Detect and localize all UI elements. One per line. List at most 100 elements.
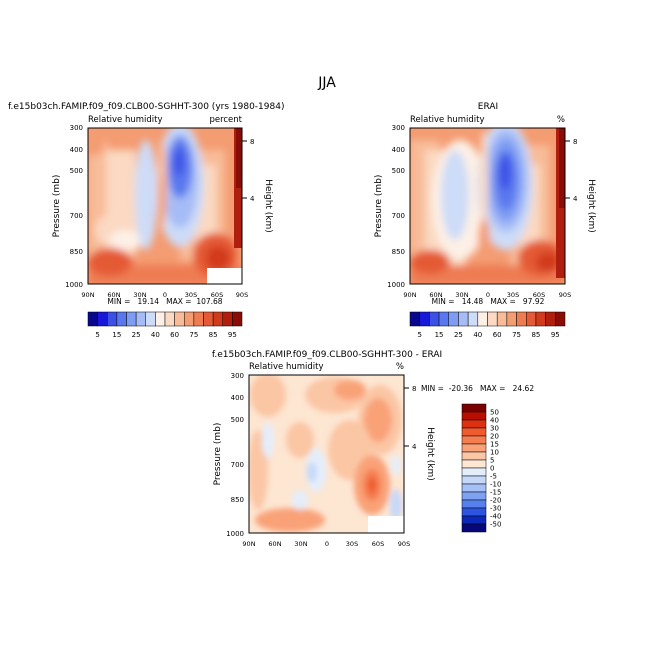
panel-erai-field [410, 128, 565, 284]
colorbar-swatch [126, 311, 137, 327]
panel-erai-title: ERAI [478, 102, 498, 112]
panel-diff-x-ticks: 90N 60N 30N 0 30S 60S 90S [242, 540, 410, 548]
colorbar-swatch [496, 311, 508, 327]
colorbar-label: 50 [490, 409, 499, 417]
colorbar-swatch [461, 411, 487, 421]
colorbar-label: 15 [490, 441, 499, 449]
colorbar-label: -40 [490, 513, 501, 521]
x-tick-label: 30N [294, 540, 307, 548]
page-title: JJA [317, 75, 336, 91]
panel-erai: ERAI Relative humidity % [374, 102, 596, 306]
panel-erai-frame [409, 127, 566, 285]
colorbar-swatch [409, 311, 420, 327]
colorbar-swatch [97, 311, 108, 327]
colorbar-swatch [203, 311, 214, 327]
colorbar-label: 75 [189, 331, 198, 339]
colorbar-label: 60 [493, 331, 502, 339]
y-tick-label: 500 [70, 167, 83, 175]
colorbar-swatch [429, 311, 440, 327]
x-tick-label: 30S [185, 291, 197, 299]
colorbar-label: 0 [490, 465, 494, 473]
colorbar-swatch [419, 311, 430, 327]
colorbar-swatch [545, 311, 556, 327]
colorbar-label: -30 [490, 505, 501, 513]
panel-model-y-ticks: 300 400 500 700 850 1000 [65, 124, 83, 289]
panel-diff-right-axis: 8 4 [404, 385, 417, 451]
colorbar-swatch [461, 443, 487, 453]
panel-erai-y-ticks: 300 400 500 700 850 1000 [387, 124, 405, 289]
y-tick-label: 700 [231, 461, 244, 469]
panel-diff-y-ticks: 300 400 500 700 850 1000 [226, 372, 244, 538]
colorbar-label: -10 [490, 481, 501, 489]
colorbar-label: 60 [170, 331, 179, 339]
height-tick-label: 4 [412, 443, 417, 451]
x-tick-label: 60N [268, 540, 281, 548]
colorbar-swatch [516, 311, 527, 327]
colorbar-swatch [193, 311, 204, 327]
panel-erai-units: % [557, 115, 565, 125]
panel-diff-title: f.e15b03ch.FAMIP.f09_f09.CLB00-SGHHT-300… [212, 350, 442, 360]
height-tick-label: 4 [573, 195, 578, 203]
panel-diff-ylabel: Pressure (mb) [213, 423, 223, 486]
colorbar-swatch [461, 523, 487, 533]
panel-model-ylabel: Pressure (mb) [52, 175, 62, 238]
x-tick-label: 90N [403, 291, 416, 299]
colorbar-swatch [461, 427, 487, 437]
x-tick-label: 90N [242, 540, 255, 548]
colorbar-label: -5 [490, 473, 497, 481]
x-tick-label: 90S [559, 291, 571, 299]
y-tick-label: 1000 [65, 281, 83, 289]
colorbar-erai: 5 15 25 40 60 75 85 95 [409, 311, 566, 339]
x-tick-label: 30S [346, 540, 358, 548]
colorbar-swatch [448, 311, 459, 327]
colorbar-swatch [461, 507, 487, 517]
colorbar-swatch [458, 311, 469, 327]
colorbar-label: 40 [490, 417, 499, 425]
colorbar-swatch [461, 403, 487, 413]
x-tick-label: 60S [372, 540, 384, 548]
colorbar-swatch [212, 311, 223, 327]
panel-erai-ylabel-right: Height (km) [586, 179, 596, 233]
x-tick-label: 90S [398, 540, 410, 548]
colorbar-swatch [155, 311, 166, 327]
x-tick-label: 60N [107, 291, 120, 299]
colorbar-swatch [107, 311, 118, 327]
panel-erai-stats: MIN = 14.48 MAX = 97.92 [432, 297, 545, 306]
colorbar-swatch [461, 459, 487, 469]
colorbar-label: 95 [551, 331, 560, 339]
colorbar-label: 40 [473, 331, 482, 339]
panel-diff-units: % [396, 362, 404, 372]
y-tick-label: 300 [231, 372, 244, 380]
panel-model: f.e15b03ch.FAMIP.f09_f09.CLB00-SGHHT-300… [8, 102, 284, 306]
panel-diff-field [249, 375, 404, 533]
x-tick-label: 30N [133, 291, 146, 299]
colorbar-label: 5 [95, 331, 99, 339]
colorbar-swatch [135, 311, 146, 327]
colorbar-swatch [232, 311, 243, 327]
x-tick-label: 90N [81, 291, 94, 299]
colorbar-swatch [487, 311, 498, 327]
colorbar-swatch [184, 311, 195, 327]
colorbar-swatch [467, 311, 479, 327]
colorbar-label: -15 [490, 489, 501, 497]
colorbar-swatch [461, 435, 487, 445]
panel-model-field [88, 128, 242, 284]
x-tick-label: 30N [455, 291, 468, 299]
panel-model-x-ticks: 90N 60N 30N 0 30S 60S 90S [81, 291, 248, 299]
x-tick-label: 30S [507, 291, 519, 299]
y-tick-label: 1000 [226, 530, 244, 538]
colorbar-swatch [461, 515, 487, 525]
y-tick-label: 300 [392, 124, 405, 132]
colorbar-label: -50 [490, 521, 501, 529]
colorbar-label: 15 [435, 331, 444, 339]
colorbar-swatch [461, 419, 487, 429]
colorbar-label: 75 [512, 331, 521, 339]
panel-erai-variable: Relative humidity [410, 115, 485, 125]
colorbar-label: 85 [531, 331, 540, 339]
colorbar-swatch [461, 451, 487, 461]
colorbar-label: 10 [490, 449, 499, 457]
colorbar-swatch [87, 311, 98, 327]
colorbar-swatch [461, 499, 487, 509]
panel-diff-ylabel-right: Height (km) [425, 427, 435, 481]
colorbar-swatch [461, 483, 487, 493]
